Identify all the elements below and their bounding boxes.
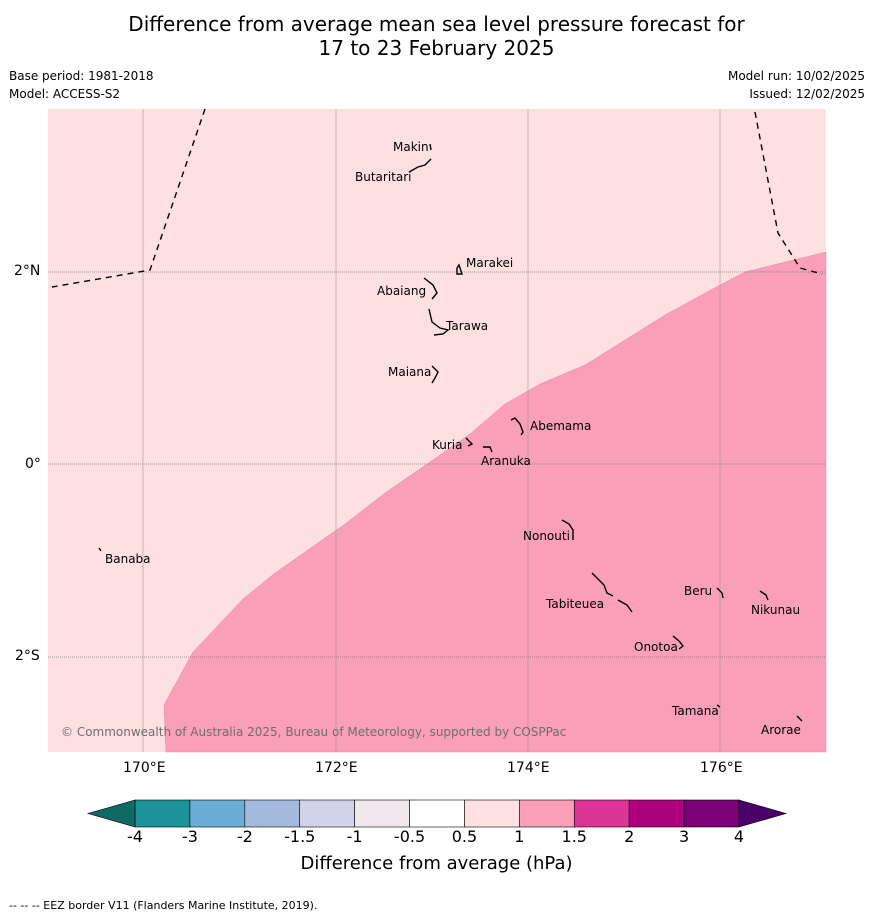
colorbar xyxy=(86,799,788,828)
lat-label-2n: 2°N xyxy=(14,263,41,279)
colorbar-segment xyxy=(519,799,575,828)
island-arorae xyxy=(796,715,803,722)
lat-gridlines xyxy=(48,271,826,658)
lon-label-172: 172°E xyxy=(315,760,358,776)
island-banaba xyxy=(98,547,102,552)
island-tamana xyxy=(716,704,721,708)
island-maiana xyxy=(431,365,439,384)
colorbar-segment xyxy=(628,799,685,828)
label-abaiang: Abaiang xyxy=(377,284,426,298)
island-abemama xyxy=(510,417,524,436)
island-abaiang xyxy=(423,277,438,300)
colorbar-tick-label: 3 xyxy=(678,827,690,846)
island-tabiteuea xyxy=(591,572,633,613)
eez-borders xyxy=(51,108,823,288)
island-outlines xyxy=(98,143,803,722)
island-marakei xyxy=(456,263,463,275)
place-labels: Makin Butaritari Marakei Abaiang Tarawa … xyxy=(105,140,801,737)
island-onotoa xyxy=(672,635,684,650)
colorbar-tick-label: -4 xyxy=(127,827,143,846)
colorbar-segment xyxy=(134,799,191,828)
label-banaba: Banaba xyxy=(105,552,151,566)
colorbar-segment xyxy=(409,799,465,828)
colorbar-under-arrow xyxy=(86,799,136,828)
base-period: Base period: 1981-2018 xyxy=(9,69,154,83)
label-nonouti: Nonouti xyxy=(523,529,570,543)
colorbar-segment xyxy=(189,799,246,828)
label-abemama: Abemama xyxy=(530,419,591,433)
gridlines xyxy=(142,109,721,752)
colorbar-tick-label: 4 xyxy=(733,827,745,846)
colorbar-segment xyxy=(683,799,740,828)
model-name: Model: ACCESS-S2 xyxy=(9,87,121,101)
footnote: -- -- -- EEZ border V11 (Flanders Marine… xyxy=(9,899,318,912)
label-beru: Beru xyxy=(684,584,712,598)
map-area-medium xyxy=(163,251,827,753)
label-tarawa: Tarawa xyxy=(445,319,488,333)
colorbar-tick-label: 1 xyxy=(514,827,525,846)
label-makin: Makin xyxy=(393,140,429,154)
label-tabiteuea: Tabiteuea xyxy=(545,597,604,611)
colorbar-segment xyxy=(299,799,355,828)
colorbar-segment xyxy=(464,799,520,828)
colorbar-segment xyxy=(244,799,301,828)
island-butaritari xyxy=(408,158,432,173)
colorbar-tick-label: -2 xyxy=(236,827,253,846)
copyright-text: © Commonwealth of Australia 2025, Bureau… xyxy=(61,725,566,739)
colorbar-tick-label: -3 xyxy=(181,827,198,846)
label-nikunau: Nikunau xyxy=(751,603,800,617)
colorbar-tick-label: -1 xyxy=(346,827,363,846)
label-arorae: Arorae xyxy=(761,723,801,737)
colorbar-label: Difference from average (hPa) xyxy=(300,853,573,874)
island-aranuka xyxy=(483,446,493,453)
island-tarawa xyxy=(428,308,450,336)
colorbar-tick-label: 2 xyxy=(624,827,635,846)
issued-date: Issued: 12/02/2025 xyxy=(749,87,865,101)
island-beru xyxy=(716,587,724,599)
lat-label-2s: 2°S xyxy=(15,648,40,664)
island-nonouti xyxy=(561,519,574,540)
island-makin xyxy=(429,143,432,151)
label-marakei: Marakei xyxy=(466,256,513,270)
island-kuria xyxy=(465,437,474,447)
colorbar-tick-label: 1.5 xyxy=(561,827,587,846)
title-line-1: Difference from average mean sea level p… xyxy=(128,12,745,36)
meta-right: Model run: 10/02/2025 Issued: 12/02/2025 xyxy=(728,67,865,103)
chart-title: Difference from average mean sea level p… xyxy=(0,12,873,60)
colorbar-tick-label: -0.5 xyxy=(393,827,426,846)
title-line-2: 17 to 23 February 2025 xyxy=(318,36,555,60)
colorbar-over-arrow xyxy=(738,799,788,828)
model-run: Model run: 10/02/2025 xyxy=(727,69,865,83)
label-onotoa: Onotoa xyxy=(634,640,678,654)
colorbar-segment xyxy=(573,799,630,828)
lat-label-0: 0° xyxy=(25,456,41,472)
colorbar-tick-label: 0.5 xyxy=(451,827,478,846)
label-kuria: Kuria xyxy=(432,438,463,452)
colorbar-tick-label: -1.5 xyxy=(284,827,316,846)
lon-label-176: 176°E xyxy=(700,760,743,776)
lon-label-170: 170°E xyxy=(123,760,166,776)
label-tamana: Tamana xyxy=(671,704,719,718)
label-butaritari: Butaritari xyxy=(355,170,412,184)
lon-label-174: 174°E xyxy=(507,760,550,776)
colorbar-segment xyxy=(354,799,410,828)
label-aranuka: Aranuka xyxy=(481,454,531,468)
meta-left: Base period: 1981-2018 Model: ACCESS-S2 xyxy=(9,67,154,103)
label-maiana: Maiana xyxy=(388,365,431,379)
island-nikunau xyxy=(759,590,769,601)
